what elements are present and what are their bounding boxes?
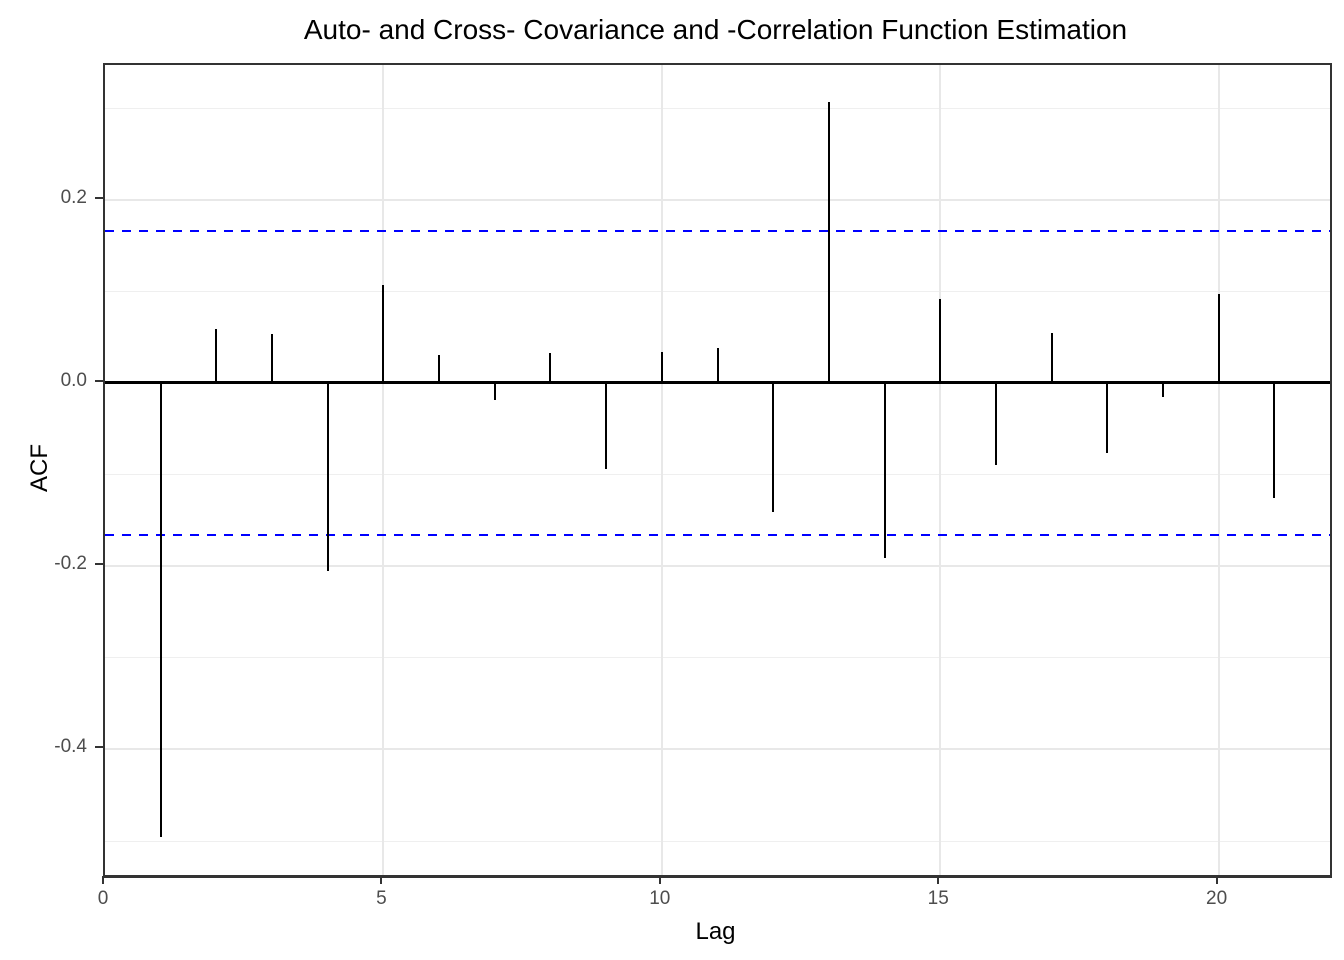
gridline-minor-h (105, 107, 1330, 109)
acf-spike-lag-20 (1217, 294, 1220, 383)
zero-line (105, 381, 1330, 385)
gridline-minor-h (105, 657, 1330, 659)
y-tick-mark (95, 196, 103, 199)
x-tick-label: 10 (649, 888, 671, 909)
acf-spike-lag-2 (215, 328, 218, 383)
acf-spike-lag-9 (605, 382, 608, 470)
acf-spike-lag-11 (716, 348, 719, 383)
y-tick-label: 0.0 (60, 369, 87, 391)
gridline-minor-h (105, 290, 1330, 292)
x-tick-mark (380, 876, 383, 884)
acf-spike-lag-6 (438, 355, 441, 383)
x-tick-mark (102, 876, 104, 884)
y-tick-label: -0.4 (54, 736, 87, 758)
acf-spike-lag-4 (326, 382, 329, 571)
gridline-major-h (105, 748, 1330, 751)
y-tick-label: 0.2 (60, 186, 87, 208)
ci-line-lower (105, 534, 1330, 537)
acf-spike-lag-19 (1161, 382, 1164, 397)
acf-spike-lag-14 (883, 382, 886, 558)
gridline-minor-h (105, 474, 1330, 476)
acf-spike-lag-12 (772, 382, 775, 513)
acf-spike-lag-3 (271, 334, 274, 383)
ci-line-upper (105, 229, 1330, 232)
acf-spike-lag-15 (939, 298, 942, 383)
acf-spike-lag-16 (994, 382, 997, 466)
y-axis-title: ACF (26, 444, 53, 492)
y-tick-label: -0.2 (54, 553, 87, 575)
gridline-major-v (382, 65, 385, 875)
acf-spike-lag-8 (549, 352, 552, 383)
x-tick-label: 0 (97, 888, 109, 909)
gridline-major-h (105, 565, 1330, 568)
x-tick-label: 20 (1206, 888, 1228, 909)
gridline-major-v (660, 65, 663, 875)
acf-spike-lag-13 (827, 101, 830, 383)
acf-spike-lag-1 (159, 382, 162, 838)
x-axis-title: Lag (695, 918, 736, 945)
gridline-major-v (1217, 65, 1220, 875)
plot-panel (103, 63, 1332, 878)
acf-spike-lag-17 (1050, 333, 1053, 383)
y-tick-mark (95, 746, 103, 749)
acf-spike-lag-21 (1273, 382, 1276, 499)
y-tick-mark (95, 379, 103, 382)
x-tick-label: 5 (376, 888, 387, 909)
gridline-major-v (939, 65, 942, 875)
gridline-major-h (105, 198, 1330, 201)
acf-spike-lag-5 (382, 284, 385, 383)
acf-spike-lag-7 (493, 382, 496, 401)
chart-title: Auto- and Cross- Covariance and -Correla… (303, 14, 1128, 45)
acf-spike-lag-18 (1106, 382, 1109, 454)
x-tick-mark (658, 876, 661, 884)
x-tick-label: 15 (927, 888, 949, 909)
y-tick-mark (95, 563, 103, 566)
acf-spike-lag-10 (660, 351, 663, 383)
x-tick-mark (937, 876, 940, 884)
gridline-minor-h (105, 840, 1330, 842)
x-tick-mark (1215, 876, 1218, 884)
